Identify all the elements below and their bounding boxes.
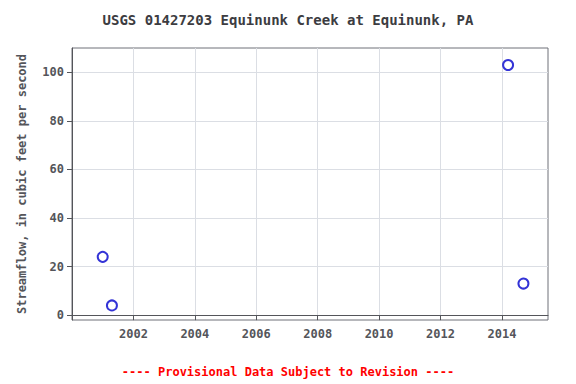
svg-text:---- Provisional Data Subject: ---- Provisional Data Subject to Revisio… xyxy=(122,365,454,379)
svg-text:0: 0 xyxy=(57,308,64,322)
svg-text:2004: 2004 xyxy=(180,327,209,341)
svg-text:2014: 2014 xyxy=(487,327,516,341)
svg-text:100: 100 xyxy=(42,65,64,79)
svg-text:2010: 2010 xyxy=(365,327,394,341)
svg-text:40: 40 xyxy=(50,211,64,225)
svg-text:60: 60 xyxy=(50,162,64,176)
svg-text:Streamflow, in cubic feet per: Streamflow, in cubic feet per second xyxy=(15,54,29,314)
svg-text:USGS 01427203 Equinunk Creek a: USGS 01427203 Equinunk Creek at Equinunk… xyxy=(103,12,474,28)
svg-text:2008: 2008 xyxy=(303,327,332,341)
svg-text:80: 80 xyxy=(50,114,64,128)
svg-text:2006: 2006 xyxy=(242,327,271,341)
svg-text:2002: 2002 xyxy=(119,327,148,341)
svg-text:2012: 2012 xyxy=(426,327,455,341)
svg-text:20: 20 xyxy=(50,260,64,274)
